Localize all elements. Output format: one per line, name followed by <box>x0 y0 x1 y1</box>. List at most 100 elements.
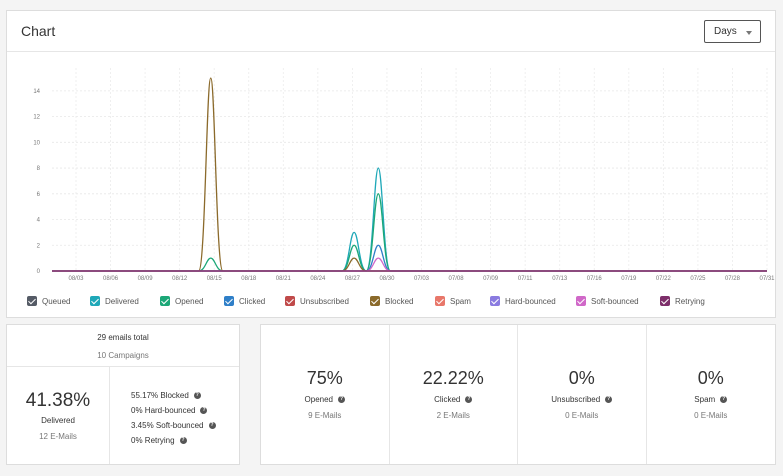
detail-text: 0% Hard-bounced <box>131 406 196 415</box>
metric-count: 0 E-Mails <box>565 411 599 420</box>
chart-legend: Queued Delivered Opened Clicked Unsubscr… <box>7 294 777 310</box>
legend-item-opened[interactable]: Opened <box>160 294 203 308</box>
x-tick-label: 07/22 <box>656 276 672 282</box>
legend-label: Spam <box>450 296 471 306</box>
metric-count: 9 E-Mails <box>308 411 342 420</box>
checkbox-icon <box>224 296 234 306</box>
delivery-summary-panel: 29 emails total 10 Campaigns 41.38% Deli… <box>6 324 240 465</box>
legend-item-blocked[interactable]: Blocked <box>370 294 413 308</box>
delivery-details: 55.17% Blocked ? 0% Hard-bounced ? 3.45%… <box>131 388 216 448</box>
x-tick-label: 07/09 <box>483 276 499 282</box>
engagement-metrics-panel: 75% Opened ? 9 E-Mails 22.22% Clicked ? … <box>260 324 776 465</box>
detail-blocked: 55.17% Blocked ? <box>131 388 216 403</box>
chart-title: Chart <box>21 23 56 39</box>
help-circle-icon[interactable]: ? <box>193 392 201 399</box>
legend-item-clicked[interactable]: Clicked <box>224 294 265 308</box>
legend-item-spam[interactable]: Spam <box>435 294 471 308</box>
legend-label: Delivered <box>105 296 139 306</box>
detail-text: 0% Retrying <box>131 436 175 445</box>
period-select-value: Days <box>714 26 737 37</box>
series-line-opened <box>52 193 767 272</box>
legend-label: Blocked <box>385 296 414 306</box>
x-tick-label: 08/03 <box>68 276 84 282</box>
checkbox-icon <box>490 296 500 306</box>
x-tick-label: 07/08 <box>449 276 465 282</box>
x-tick-label: 08/06 <box>103 276 119 282</box>
x-tick-label: 07/16 <box>587 276 603 282</box>
checkbox-icon <box>90 296 100 306</box>
legend-item-hard-bounced[interactable]: Hard-bounced <box>490 294 556 308</box>
legend-label: Queued <box>42 296 71 306</box>
checkbox-icon <box>660 296 670 306</box>
y-tick-label: 0 <box>37 269 41 275</box>
metric-label: Spam <box>694 395 716 404</box>
legend-item-unsubscribed[interactable]: Unsubscribed <box>285 294 349 308</box>
legend-item-retrying[interactable]: Retrying <box>660 294 705 308</box>
email-stats-line-chart: 0 2 4 6 8 10 12 14 08/03 08/06 08/09 08/12 08/15 08/1… <box>33 68 775 282</box>
help-circle-icon[interactable]: ? <box>179 437 187 444</box>
y-tick-label: 8 <box>37 166 41 172</box>
series-line-clicked <box>52 244 767 272</box>
x-tick-label: 08/15 <box>207 276 223 282</box>
metric-count: 2 E-Mails <box>436 411 470 420</box>
help-circle-icon[interactable]: ? <box>200 407 208 414</box>
metric-count: 0 E-Mails <box>694 411 728 420</box>
legend-label: Retrying <box>675 296 705 306</box>
chart-header: Chart Days <box>7 11 775 52</box>
x-tick-label: 08/30 <box>379 276 395 282</box>
delivered-rate: 41.38% <box>25 390 91 411</box>
x-tick-label: 07/19 <box>621 276 637 282</box>
legend-item-soft-bounced[interactable]: Soft-bounced <box>576 294 639 308</box>
metric-rate: 0% <box>568 368 595 388</box>
delivered-count: 12 E-Mails <box>39 432 77 441</box>
x-tick-label: 07/11 <box>518 276 533 282</box>
checkbox-icon <box>285 296 295 306</box>
legend-label: Soft-bounced <box>591 296 639 306</box>
y-tick-label: 2 <box>37 243 41 249</box>
checkbox-icon <box>27 296 37 306</box>
y-tick-label: 4 <box>37 218 41 224</box>
x-tick-label: 07/31 <box>759 276 775 282</box>
detail-hard-bounced: 0% Hard-bounced ? <box>131 403 216 418</box>
metric-label: Unsubscribed <box>551 395 601 404</box>
checkbox-icon <box>370 296 380 306</box>
metric-rate: 0% <box>697 368 724 388</box>
detail-text: 55.17% Blocked <box>131 391 189 400</box>
metric-clicked: 22.22% Clicked ? 2 E-Mails <box>390 325 518 464</box>
period-select[interactable]: Days <box>704 20 761 43</box>
metric-label-row: Opened ? <box>261 395 389 404</box>
campaigns-count: 10 Campaigns <box>97 351 149 360</box>
legend-item-queued[interactable]: Queued <box>27 294 70 308</box>
legend-item-delivered[interactable]: Delivered <box>90 294 139 308</box>
legend-label: Hard-bounced <box>505 296 556 306</box>
y-tick-label: 14 <box>33 89 40 95</box>
chart-panel: Chart Days 0 2 4 6 8 10 12 14 08/03 08/06 08/09 08/… <box>6 10 776 318</box>
emails-total: 29 emails total <box>97 333 149 342</box>
x-tick-label: 08/27 <box>345 276 361 282</box>
help-circle-icon[interactable]: ? <box>605 396 613 403</box>
metric-label-row: Spam ? <box>647 395 776 404</box>
x-tick-label: 07/25 <box>690 276 706 282</box>
series-line-soft-bounced <box>52 257 767 272</box>
legend-label: Unsubscribed <box>300 296 349 306</box>
help-circle-icon[interactable]: ? <box>465 396 473 403</box>
detail-soft-bounced: 3.45% Soft-bounced ? <box>131 418 216 433</box>
x-tick-label: 07/28 <box>725 276 741 282</box>
series-line-blocked <box>52 77 767 272</box>
checkbox-icon <box>435 296 445 306</box>
x-tick-label: 08/21 <box>276 276 292 282</box>
delivered-label: Delivered <box>41 416 75 425</box>
help-circle-icon[interactable]: ? <box>720 396 728 403</box>
x-tick-label: 07/03 <box>414 276 430 282</box>
help-circle-icon[interactable]: ? <box>208 422 216 429</box>
help-circle-icon[interactable]: ? <box>337 396 345 403</box>
detail-text: 3.45% Soft-bounced <box>131 421 204 430</box>
x-tick-label: 08/12 <box>172 276 188 282</box>
chevron-down-icon <box>746 31 752 35</box>
y-tick-label: 6 <box>37 192 41 198</box>
summary-header: 29 emails total 10 Campaigns <box>7 325 239 367</box>
detail-retrying: 0% Retrying ? <box>131 433 216 448</box>
metric-spam: 0% Spam ? 0 E-Mails <box>647 325 776 464</box>
metric-label-row: Unsubscribed ? <box>518 395 646 404</box>
metric-unsubscribed: 0% Unsubscribed ? 0 E-Mails <box>518 325 647 464</box>
